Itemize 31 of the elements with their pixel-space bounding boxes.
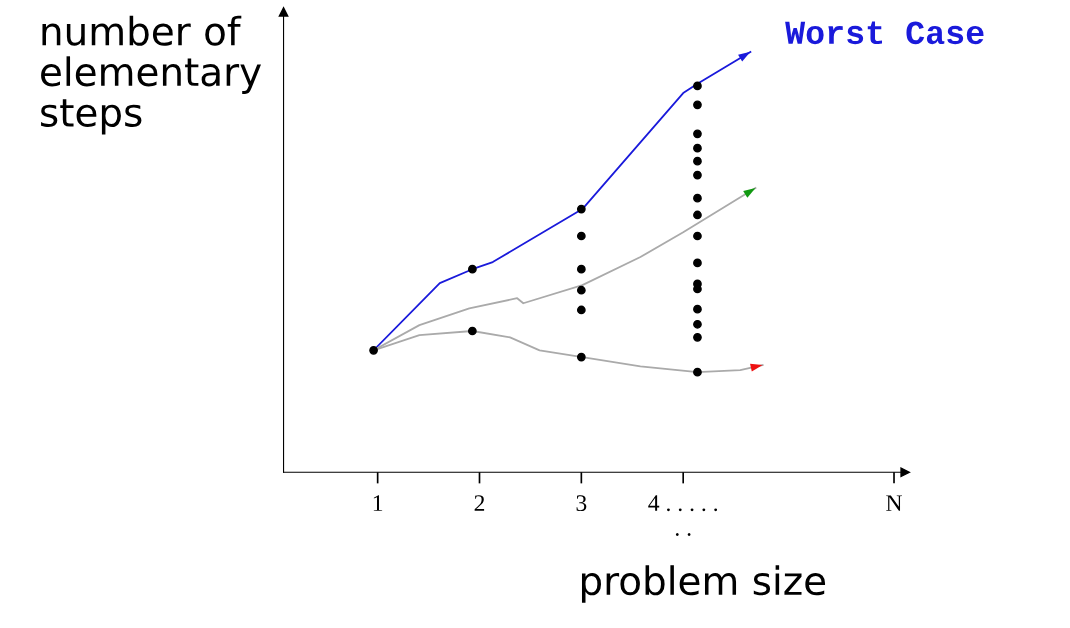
x-tick-label: N xyxy=(886,495,902,511)
x-tick-label: 3 xyxy=(576,495,587,512)
point xyxy=(693,193,702,203)
annotation: Worst Case xyxy=(785,21,984,45)
y-axis-title: number of elementary steps xyxy=(41,15,261,135)
x-tick-label: 4 . . . . . . . xyxy=(648,495,718,536)
point xyxy=(576,204,586,214)
point xyxy=(693,367,702,377)
point xyxy=(693,231,702,241)
point xyxy=(693,129,702,139)
point xyxy=(693,143,702,153)
point xyxy=(576,231,586,241)
point xyxy=(693,81,702,91)
point xyxy=(693,170,702,180)
point xyxy=(576,285,586,295)
point xyxy=(693,332,702,342)
point xyxy=(693,304,702,314)
point xyxy=(693,319,702,329)
point xyxy=(468,264,477,274)
point xyxy=(576,264,586,274)
point xyxy=(576,305,586,315)
point xyxy=(693,156,702,166)
x-tick-label: 1 xyxy=(373,495,383,511)
point xyxy=(693,210,702,220)
x-axis-title: problem size xyxy=(581,565,826,603)
point xyxy=(468,326,477,336)
point xyxy=(693,100,702,110)
point xyxy=(369,345,378,355)
point xyxy=(576,352,586,362)
x-tick-label: 2 xyxy=(474,495,485,511)
point xyxy=(693,258,702,268)
